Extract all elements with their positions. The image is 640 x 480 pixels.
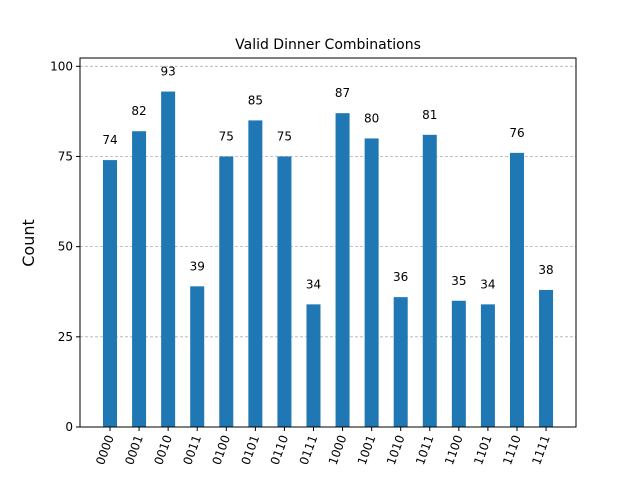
y-tick-label-1: 25 xyxy=(58,330,73,344)
bar-1110 xyxy=(509,152,524,427)
y-tick-label-3: 75 xyxy=(58,149,73,163)
y-tick-label-0: 0 xyxy=(65,420,73,434)
data-label-1101: 34 xyxy=(480,277,495,291)
bar-1001 xyxy=(364,138,379,427)
x-tick-label-0011: 0011 xyxy=(180,433,204,466)
bar-0001 xyxy=(132,131,147,427)
y-tick-label-4: 100 xyxy=(50,59,73,73)
x-tick-label-1101: 1101 xyxy=(471,433,495,466)
data-label-1001: 80 xyxy=(364,111,379,125)
data-label-1011: 81 xyxy=(422,108,437,122)
bar-1101 xyxy=(480,304,495,427)
y-ticks: 0 25 50 75 100 xyxy=(50,59,80,434)
x-tick-label-1010: 1010 xyxy=(384,433,408,466)
plot-frame xyxy=(79,57,577,428)
bar-0110 xyxy=(277,156,292,427)
gridlines xyxy=(80,65,576,338)
x-ticks: 0000 0001 0010 0011 0100 0101 0110 0111 1000 1001… xyxy=(93,427,553,467)
x-tick-label-0000: 0000 xyxy=(93,433,117,466)
data-label-1110: 76 xyxy=(509,126,524,140)
data-label-0110: 75 xyxy=(277,129,292,143)
bar-0101 xyxy=(248,120,263,427)
x-tick-label-1001: 1001 xyxy=(355,433,379,466)
data-labels: 74 82 93 39 75 85 75 34 87 80 36 81 35 34 76 38 xyxy=(102,65,553,292)
bar-0011 xyxy=(190,286,205,427)
data-label-0101: 85 xyxy=(248,93,263,107)
x-tick-label-0100: 0100 xyxy=(209,433,233,466)
chart-title: Valid Dinner Combinations xyxy=(235,37,421,53)
data-label-0011: 39 xyxy=(190,259,205,273)
x-tick-label-0010: 0010 xyxy=(151,433,175,466)
data-label-1111: 38 xyxy=(538,263,553,277)
bar-0111 xyxy=(306,304,321,427)
x-tick-label-1100: 1100 xyxy=(442,433,466,466)
x-tick-label-1011: 1011 xyxy=(413,433,437,466)
x-tick-label-0110: 0110 xyxy=(268,433,292,466)
x-tick-label-0101: 0101 xyxy=(239,433,263,466)
bar-1111 xyxy=(539,289,554,427)
x-tick-label-0111: 0111 xyxy=(297,433,321,466)
bar-1100 xyxy=(451,300,466,427)
data-label-0000: 74 xyxy=(102,133,117,147)
bar-0000 xyxy=(103,160,117,428)
y-axis-label: Count xyxy=(19,219,38,267)
x-tick-label-0001: 0001 xyxy=(122,433,146,466)
data-label-1100: 35 xyxy=(451,274,466,288)
bar-0100 xyxy=(219,156,234,427)
bar-0010 xyxy=(161,91,176,427)
bar-1010 xyxy=(393,297,408,427)
data-label-0010: 93 xyxy=(160,65,175,79)
x-tick-label-1111: 1111 xyxy=(529,433,553,466)
x-tick-label-1110: 1110 xyxy=(500,433,524,466)
data-label-0100: 75 xyxy=(219,129,234,143)
data-label-0111: 34 xyxy=(306,277,321,291)
bars xyxy=(103,91,554,428)
bar-1000 xyxy=(335,113,350,427)
data-label-1000: 87 xyxy=(335,86,350,100)
data-label-1010: 36 xyxy=(393,270,408,284)
bar-1011 xyxy=(422,134,437,428)
x-tick-label-1000: 1000 xyxy=(326,433,350,466)
data-label-0001: 82 xyxy=(131,104,146,118)
y-tick-label-2: 50 xyxy=(58,240,73,254)
